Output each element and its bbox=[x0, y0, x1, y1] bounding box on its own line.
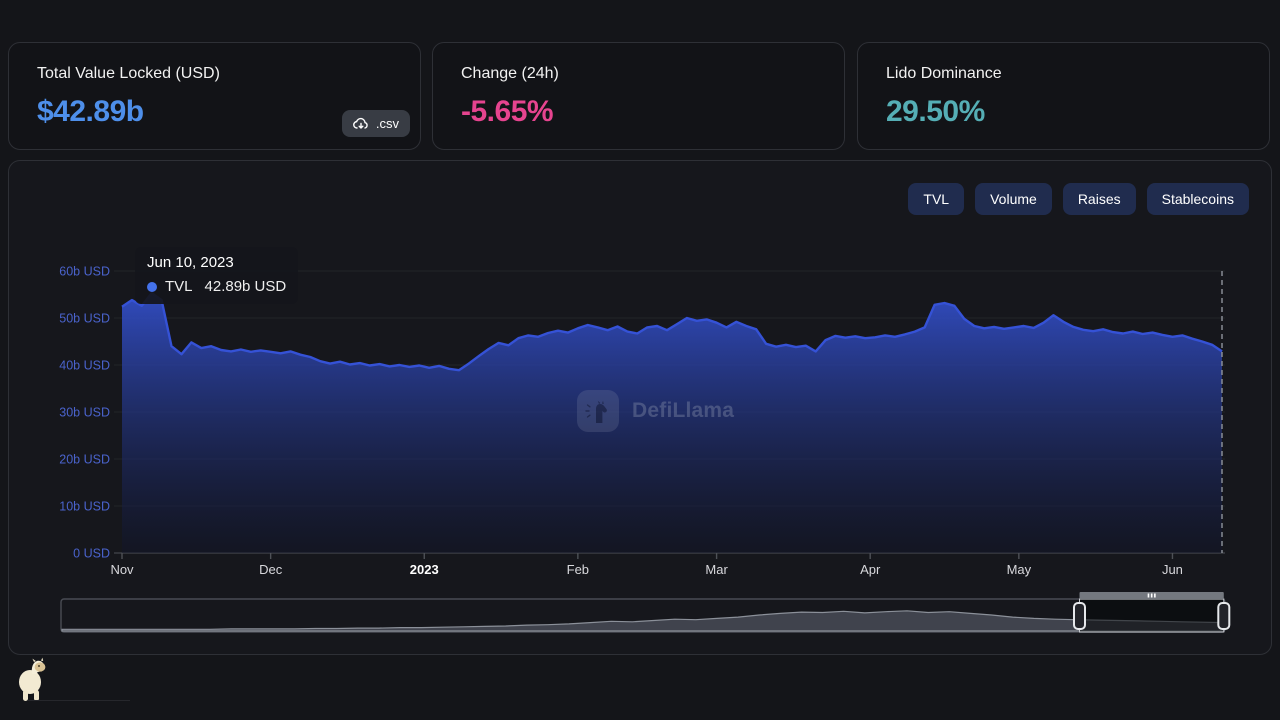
brush-handle-left[interactable] bbox=[1073, 602, 1086, 630]
lido-dominance-title: Lido Dominance bbox=[886, 65, 1002, 82]
tvl-area-fill bbox=[122, 293, 1222, 553]
change-24h-title: Change (24h) bbox=[461, 65, 559, 82]
tab-tvl[interactable]: TVL bbox=[908, 183, 965, 215]
tab-raises[interactable]: Raises bbox=[1062, 183, 1136, 215]
y-axis-tick-label: 20b USD bbox=[59, 453, 110, 467]
x-axis-tick-label: Jun bbox=[1162, 562, 1183, 577]
tvl-card-title: Total Value Locked (USD) bbox=[37, 65, 220, 82]
brush-handle-right[interactable] bbox=[1217, 602, 1231, 630]
y-axis-tick-label: 40b USD bbox=[59, 359, 110, 373]
x-axis-tick-label: Apr bbox=[860, 562, 881, 577]
y-axis-tick-label: 60b USD bbox=[59, 265, 110, 279]
footer-divider bbox=[28, 700, 130, 701]
y-axis-tick-label: 10b USD bbox=[59, 500, 110, 514]
x-axis-tick-label: Nov bbox=[110, 562, 134, 577]
tab-stablecoins[interactable]: Stablecoins bbox=[1146, 183, 1249, 215]
chart-type-tabs: TVL Volume Raises Stablecoins bbox=[908, 183, 1249, 215]
x-axis-tick-label: Feb bbox=[567, 562, 589, 577]
download-cloud-icon bbox=[352, 117, 369, 131]
x-axis-tick-label: 2023 bbox=[410, 562, 439, 577]
download-csv-label: .csv bbox=[375, 116, 399, 131]
tab-volume[interactable]: Volume bbox=[975, 183, 1052, 215]
tvl-chart-panel: TVL Volume Raises Stablecoins 60b USD 50b… bbox=[8, 160, 1272, 655]
x-axis-tick-label: May bbox=[1007, 562, 1032, 577]
lido-dominance-value: 29.50% bbox=[886, 95, 985, 128]
tvl-area-chart[interactable]: 60b USD 50b USD 40b USD 30b USD 20b USD 10b U… bbox=[9, 161, 1271, 654]
y-axis-tick-label: 50b USD bbox=[59, 312, 110, 326]
brush-selection[interactable] bbox=[1079, 598, 1225, 633]
brush-mini-area bbox=[61, 610, 1225, 632]
y-axis-tick-label: 30b USD bbox=[59, 406, 110, 420]
tvl-card-value: $42.89b bbox=[37, 95, 144, 128]
x-axis-tick-label: Mar bbox=[705, 562, 728, 577]
tvl-line bbox=[121, 291, 1223, 372]
change-24h-card: Change (24h) -5.65% bbox=[432, 42, 845, 150]
x-axis-tick-label: Dec bbox=[259, 562, 283, 577]
llama-mascot bbox=[14, 654, 50, 704]
tvl-card: Total Value Locked (USD) $42.89b .csv bbox=[8, 42, 421, 150]
change-24h-value: -5.65% bbox=[461, 95, 554, 128]
brush-move-grip bbox=[1147, 593, 1156, 598]
lido-dominance-card: Lido Dominance 29.50% bbox=[857, 42, 1270, 150]
y-axis-tick-label: 0 USD bbox=[73, 547, 110, 561]
download-csv-button[interactable]: .csv bbox=[341, 110, 410, 137]
